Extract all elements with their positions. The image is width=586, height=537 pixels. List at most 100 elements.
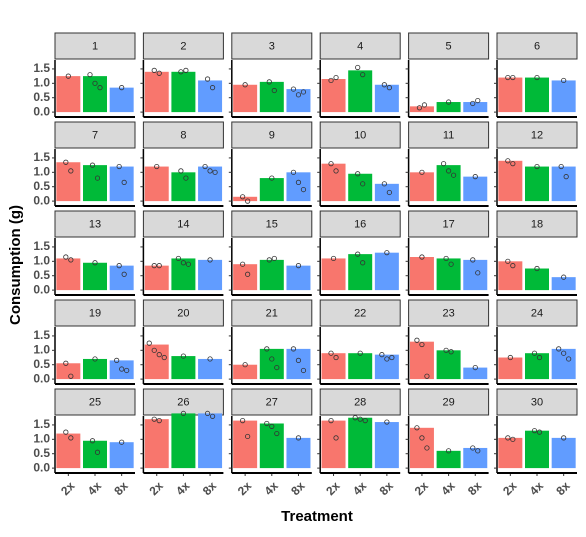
data-point [379,352,385,358]
data-point [505,435,511,441]
bar [171,71,196,113]
y-tick-label: 1.0 [33,342,50,356]
x-tick-label: 4x [262,479,282,499]
data-point [269,356,275,362]
bar [525,430,549,469]
strip-label: 13 [89,218,101,230]
data-point [274,430,280,437]
data-point [204,76,211,82]
bar [286,437,311,469]
strip [319,121,401,149]
data-point [68,168,74,174]
bar [144,265,169,291]
y-tick-label: 0.0 [33,282,50,296]
strip [319,210,401,238]
bar [109,166,134,202]
bar [198,259,223,291]
y-tick-label: 1.5 [33,61,50,75]
data-point [534,74,540,81]
data-point [63,429,69,435]
bar [348,70,373,113]
data-point [360,181,366,187]
data-point [448,261,454,267]
data-point [470,257,476,263]
bar [348,173,373,202]
data-point [362,418,368,424]
strip-label: 1 [92,40,98,52]
bar [83,165,107,202]
strip [408,210,490,238]
x-tick-label: 8x [465,479,485,499]
data-point [92,260,98,266]
data-point [328,418,334,424]
bar [198,358,223,380]
strip-label: 21 [266,307,278,319]
data-point [352,415,358,421]
bar [286,89,311,113]
data-point [300,367,307,374]
data-point [202,163,208,170]
data-point [151,347,157,353]
data-point [183,175,189,181]
data-point [178,168,184,174]
data-point [94,449,101,455]
data-point [386,85,392,91]
data-point [63,159,69,165]
bar [144,419,169,469]
data-point [448,349,454,355]
strip-label: 23 [442,307,454,319]
data-point [414,425,420,431]
x-tick-label: 2x [235,479,255,499]
data-point [510,161,516,167]
data-point [207,356,213,362]
y-axis-title: Consumption (g) [7,205,24,325]
strip-label: 25 [89,396,101,408]
data-point [68,257,74,263]
bar [259,81,284,113]
data-point [328,77,334,84]
data-point [290,346,297,352]
data-point [563,174,569,180]
strip-label: 20 [177,307,189,319]
data-point [300,89,307,95]
data-point [561,77,567,84]
bar [144,71,169,113]
bar [551,277,576,291]
data-point [561,350,567,356]
data-point [274,364,280,371]
data-point [333,354,339,361]
strip [231,32,313,60]
y-tick-label: 1.0 [33,164,50,178]
data-point [505,74,511,81]
y-tick-label: 1.0 [33,75,50,89]
data-point [269,175,275,181]
data-point [269,423,275,429]
strip [142,32,224,60]
y-tick-label: 1.0 [33,253,50,267]
data-point [242,362,248,368]
bar [348,353,373,380]
data-point [121,271,127,277]
strip [231,210,313,238]
bar [233,364,258,380]
data-point [264,346,270,352]
data-point [151,416,157,422]
data-point [355,64,361,71]
x-tick-label: 4x [85,479,105,499]
data-point [156,352,162,358]
data-point [475,448,481,454]
x-tick-label: 2x [412,479,432,499]
data-point [63,254,69,260]
data-point [175,255,181,262]
bar [321,163,346,202]
bar [551,348,576,380]
data-point [445,99,452,105]
x-axis-title: Treatment [281,508,353,525]
data-point [443,347,449,353]
y-tick-label: 0.5 [33,179,50,193]
bar [374,422,399,469]
data-point [180,410,186,417]
bar [56,363,81,380]
bar [463,102,488,113]
data-point [440,161,447,167]
